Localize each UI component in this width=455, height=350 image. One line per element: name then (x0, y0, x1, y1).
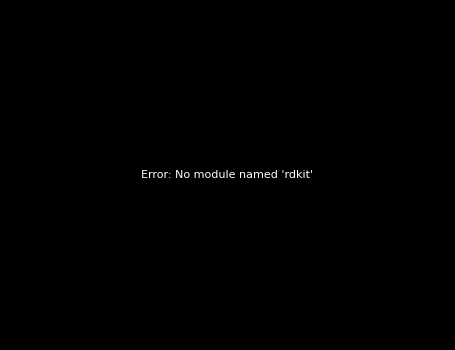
Text: Error: No module named 'rdkit': Error: No module named 'rdkit' (142, 170, 313, 180)
